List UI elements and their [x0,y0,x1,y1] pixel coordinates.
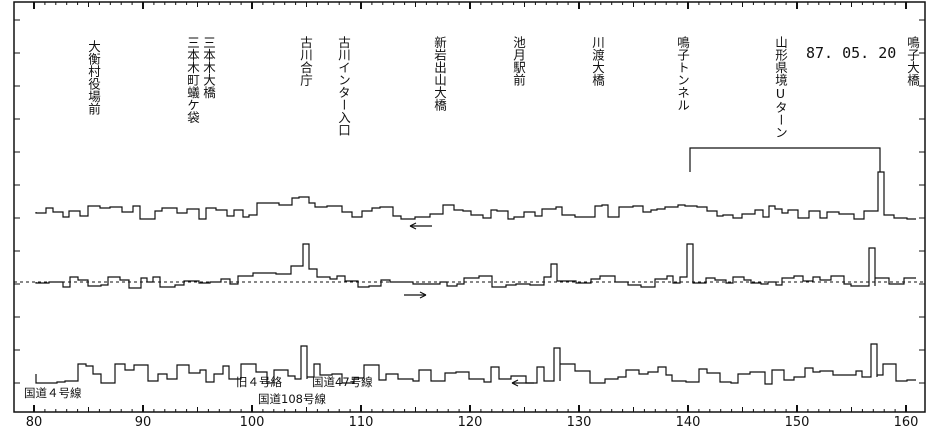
annotation-route4: 国道４号線 [24,386,82,400]
annotation-route108: 国道108号線 [258,392,326,406]
u-turn-bracket [689,147,881,172]
location-label: 新岩出山大橋 [432,36,447,111]
x-tick-label: 140 [675,415,701,430]
x-tick-label: 90 [134,415,152,430]
location-label: 古川合庁 [298,36,313,86]
x-tick-label: 80 [25,415,43,430]
location-label: 三本木大橋 [201,36,216,99]
x-tick-label: 130 [566,415,592,430]
arrow-top [409,222,432,230]
x-tick-label: 110 [348,415,374,430]
location-label: 川渡大橋 [590,36,605,86]
x-tick-label: 160 [893,415,919,430]
arrow-bot [511,379,534,387]
location-label: 鳴子トンネル [675,36,690,111]
arrow-mid [404,291,427,299]
location-label: 大衡村役場前 [86,40,101,115]
trace-westbound [35,171,916,220]
plot-frame [13,1,926,413]
location-label: 池月駅前 [511,36,526,86]
edge-ticks [14,19,925,384]
annotation-old-route4: 旧４号絡 [236,375,282,389]
trace-eastbound [35,243,916,289]
annotation-route47: 国道47号線 [312,375,373,389]
location-label: 古川インター入口 [336,36,351,136]
trace-lower [35,343,916,385]
location-label: 山形県境Uターン [773,36,788,139]
date-label: 87. 05. 20 [806,44,897,62]
x-tick-label: 120 [457,415,483,430]
x-tick-label: 100 [239,415,265,430]
x-axis-ticks [33,2,907,412]
location-label: 三本木町蟻ケ袋 [185,36,200,124]
x-tick-label: 150 [784,415,810,430]
location-label: 鳴子大橋 [905,36,920,86]
